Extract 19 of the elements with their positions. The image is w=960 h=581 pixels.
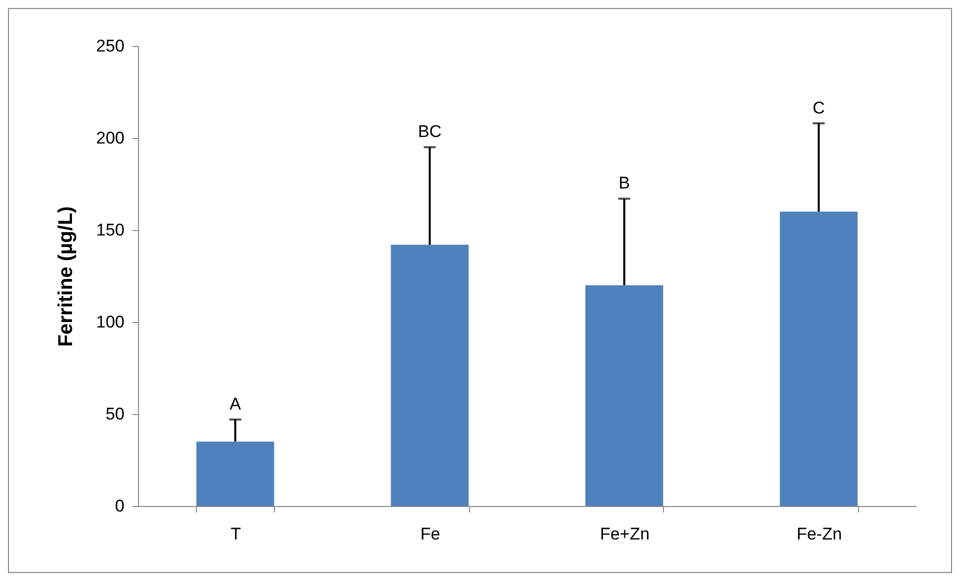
- annotation: A: [230, 394, 242, 414]
- bar: [196, 442, 274, 506]
- y-tick-label: 200: [96, 128, 124, 148]
- x-tick-label: Fe: [420, 524, 440, 544]
- x-tick-label: T: [230, 524, 241, 544]
- bar: [585, 285, 664, 506]
- y-tick-label: 0: [115, 496, 124, 516]
- y-tick-label: 100: [96, 312, 124, 332]
- y-axis-title: Ferritine (µg/L): [55, 206, 78, 347]
- annotation: BC: [418, 122, 442, 142]
- x-tick-label: Fe-Zn: [796, 524, 842, 544]
- annotation: B: [618, 174, 630, 193]
- y-tick-label: 250: [96, 36, 124, 56]
- bar: [780, 212, 858, 506]
- annotation: C: [812, 98, 825, 118]
- y-tick-label: 150: [96, 220, 124, 240]
- y-tick-label: 50: [106, 404, 124, 424]
- bar: [390, 244, 469, 506]
- x-tick-label: Fe+Zn: [600, 524, 650, 544]
